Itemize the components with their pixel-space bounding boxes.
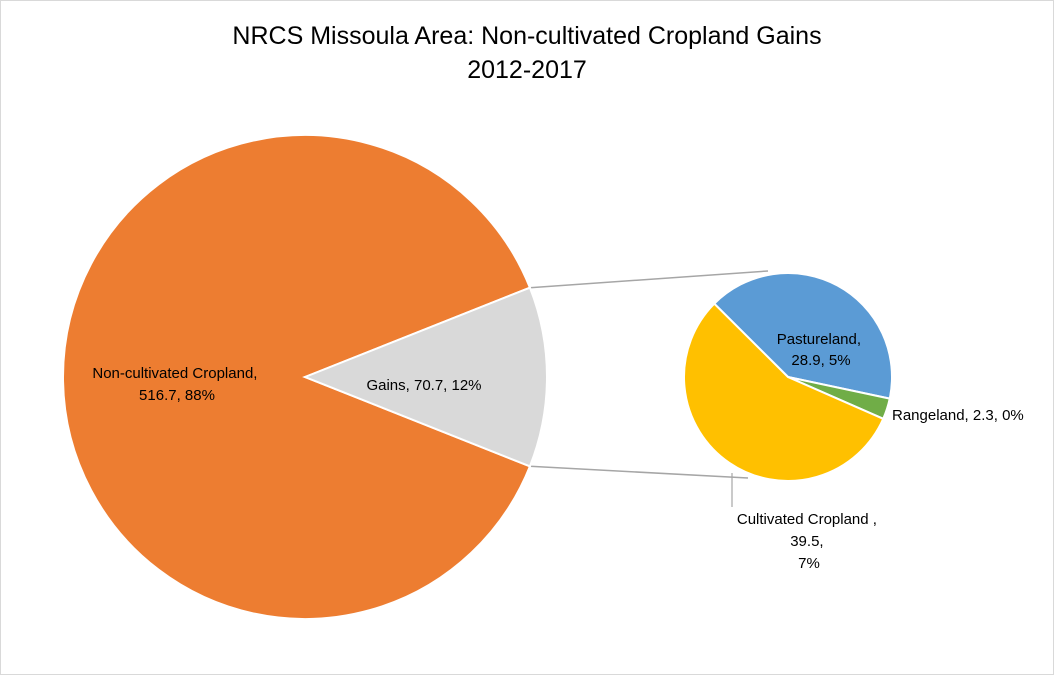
pie-slice-non-cultivated-cropland [61,134,532,620]
chart-title: NRCS Missoula Area: Non-cultivated Cropl… [1,19,1053,87]
data-label-cultivated-cropland: Cultivated Cropland , 39.5, 7% [737,511,881,572]
data-label-non-cultivated-cropland: Non-cultivated Cropland, 516.7, 88% [92,365,261,404]
connector-line-top [529,270,769,289]
chart-title-line-2: 2012-2017 [467,56,587,84]
pie-slice-pastureland [712,272,893,400]
chart-title-line-1: NRCS Missoula Area: Non-cultivated Cropl… [232,22,822,50]
data-label-pastureland: Pastureland, 28.9, 5% [777,331,865,369]
connector-line-bottom [529,465,749,479]
pie-slice-cultivated-cropland [683,302,885,482]
data-label-gains: Gains, 70.7, 12% [366,377,481,394]
data-label-rangeland: Rangeland, 2.3, 0% [892,407,1024,424]
pie-slice-gains [302,286,548,468]
